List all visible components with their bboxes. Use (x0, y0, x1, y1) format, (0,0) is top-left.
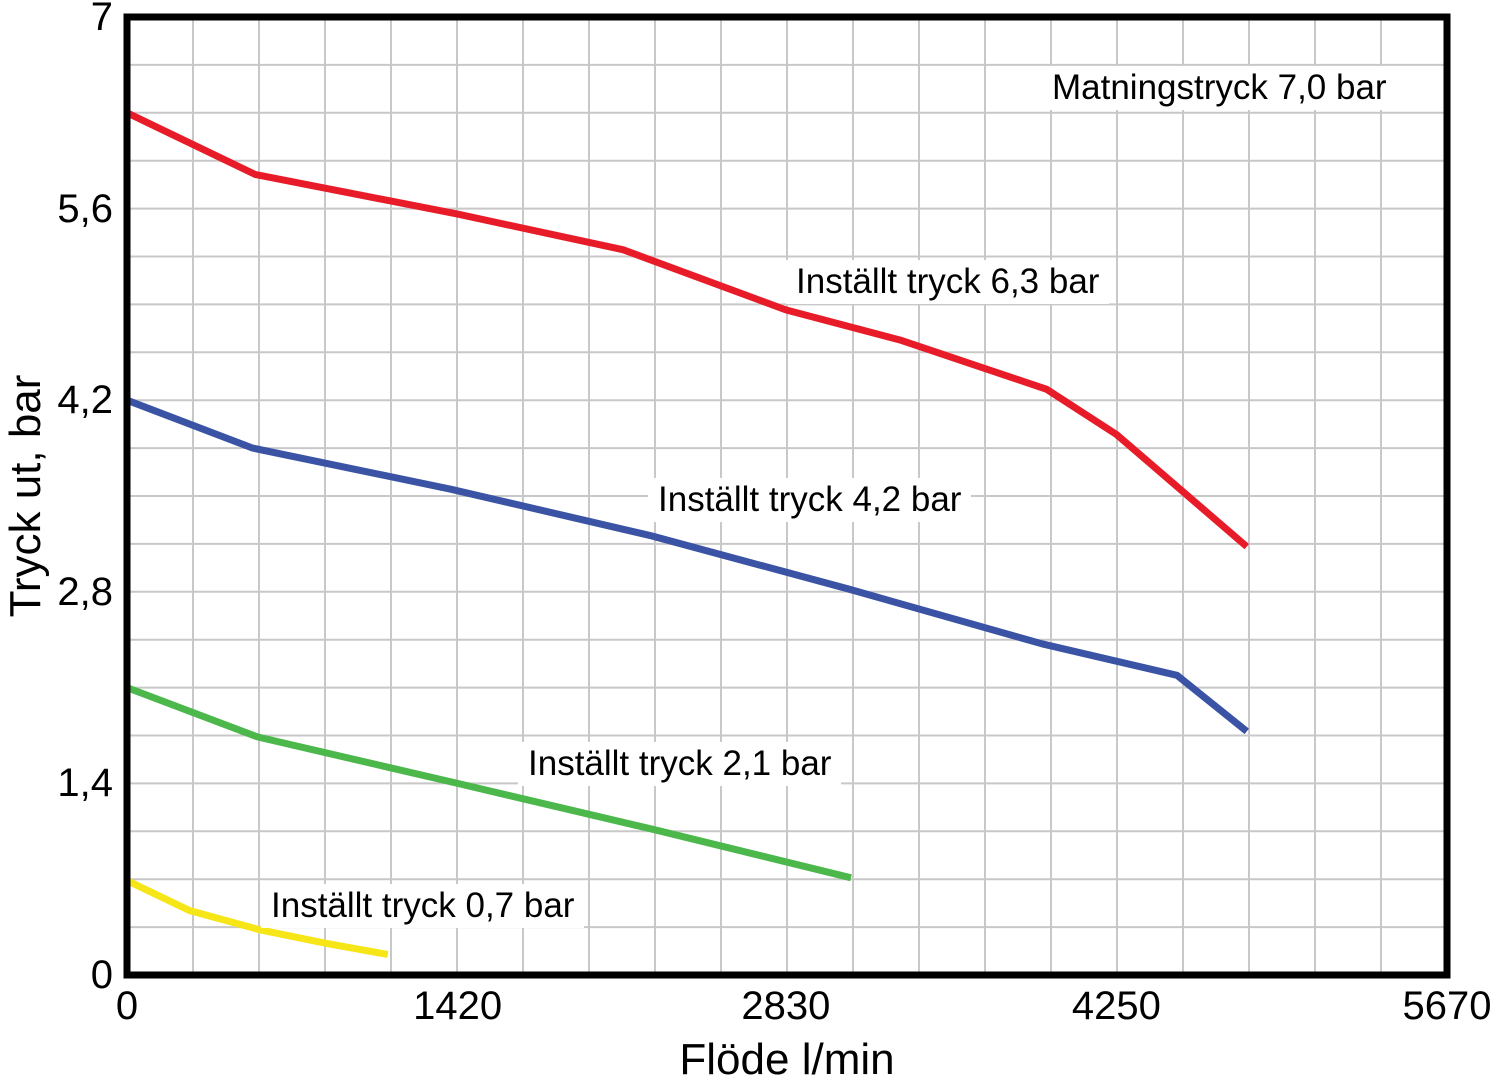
y-tick-label: 0 (90, 953, 113, 997)
annotation-set-pressure-4-2: Inställt tryck 4,2 bar (648, 478, 972, 522)
curve-2-line (125, 396, 1249, 735)
curve-1-line (125, 109, 1250, 550)
y-tick-label: 4,2 (57, 378, 113, 423)
x-tick-label: 5670 (1402, 984, 1492, 1028)
y-tick-label: 1,4 (57, 761, 113, 806)
annotation-set-pressure-0-7: Inställt tryck 0,7 bar (261, 884, 585, 928)
x-tick-label: 0 (115, 984, 139, 1028)
y-tick-label: 2,8 (57, 569, 113, 614)
plot-frame (123, 13, 1451, 979)
x-axis-title: Flöde l/min (679, 1035, 895, 1084)
y-tick-label: 5,6 (57, 186, 113, 231)
y-axis-title: Tryck ut, bar (1, 374, 50, 618)
curve-4-line (125, 877, 389, 958)
x-tick-label: 2830 (741, 984, 831, 1028)
curve-3-line (125, 684, 852, 882)
annotation-set-pressure-6-3: Inställt tryck 6,3 bar (786, 260, 1110, 304)
annotation-supply-pressure: Matningstryck 7,0 bar (1042, 66, 1397, 110)
x-tick-label: 1420 (413, 984, 503, 1028)
y-tick-label: 7 (90, 0, 113, 39)
annotation-set-pressure-2-1: Inställt tryck 2,1 bar (518, 742, 842, 786)
x-tick-label: 4250 (1071, 984, 1161, 1028)
series-lines (125, 109, 1250, 958)
